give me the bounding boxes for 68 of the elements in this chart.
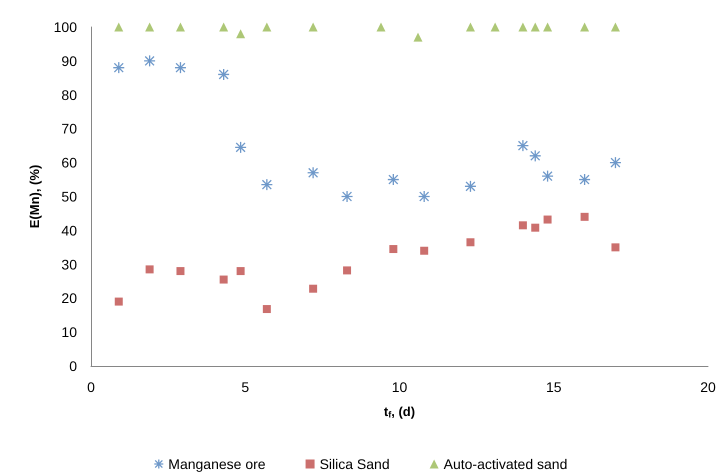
point xyxy=(518,221,527,230)
point xyxy=(234,141,247,154)
point xyxy=(530,22,540,32)
y-tick-label: 50 xyxy=(61,188,78,204)
point xyxy=(418,190,430,203)
y-tick-label: 60 xyxy=(61,154,78,171)
point xyxy=(262,22,272,32)
point xyxy=(389,245,398,254)
point xyxy=(260,178,273,191)
y-tick-label: 80 xyxy=(61,86,78,103)
y-tick-label: 40 xyxy=(61,222,78,238)
point xyxy=(143,54,156,68)
y-axis-title: E(Mn), (%) xyxy=(27,164,42,228)
y-tick-label: 90 xyxy=(61,52,78,69)
point xyxy=(609,156,622,169)
point xyxy=(490,22,500,32)
legend-label: Auto-activated sand xyxy=(444,456,568,472)
point xyxy=(610,22,620,32)
y-tick-label: 10 xyxy=(61,324,78,340)
point xyxy=(112,62,125,74)
point xyxy=(145,22,154,32)
point xyxy=(387,173,400,186)
point xyxy=(114,298,123,306)
point xyxy=(541,170,554,182)
y-tick-label: 20 xyxy=(61,290,78,306)
point xyxy=(308,22,318,32)
y-tick-label: 100 xyxy=(54,19,78,35)
point xyxy=(466,22,475,32)
y-tick-label: 70 xyxy=(61,120,78,137)
point xyxy=(531,224,540,232)
x-tick-label: 5 xyxy=(241,379,250,395)
point xyxy=(114,22,124,32)
y-tick-label: 30 xyxy=(61,256,78,272)
point xyxy=(414,32,423,42)
x-tick-label: 15 xyxy=(546,379,562,395)
point xyxy=(466,238,474,246)
x-tick-label: 10 xyxy=(392,379,408,395)
legend-label: Silica Sand xyxy=(320,456,390,472)
point xyxy=(580,22,590,32)
point xyxy=(309,284,318,293)
point xyxy=(580,212,589,221)
point xyxy=(340,190,354,203)
point xyxy=(529,150,542,162)
point xyxy=(544,216,552,224)
point xyxy=(343,266,352,274)
point xyxy=(464,180,477,192)
point xyxy=(306,166,320,179)
point xyxy=(236,29,246,38)
point xyxy=(611,243,620,252)
point xyxy=(516,140,530,152)
y-tick-label: 0 xyxy=(69,358,78,374)
point xyxy=(220,276,228,284)
point xyxy=(236,267,245,276)
point xyxy=(578,173,591,186)
x-tick-label: 0 xyxy=(87,379,96,395)
point xyxy=(218,68,230,81)
point xyxy=(420,246,428,255)
point xyxy=(518,22,528,32)
point xyxy=(376,22,386,32)
point xyxy=(176,22,185,32)
point xyxy=(174,62,187,74)
point xyxy=(176,267,184,276)
point xyxy=(543,22,552,32)
point xyxy=(262,305,271,314)
legend-label: Manganese ore xyxy=(168,456,266,472)
point xyxy=(219,22,228,32)
point xyxy=(146,265,154,274)
x-tick-label: 20 xyxy=(700,379,716,395)
